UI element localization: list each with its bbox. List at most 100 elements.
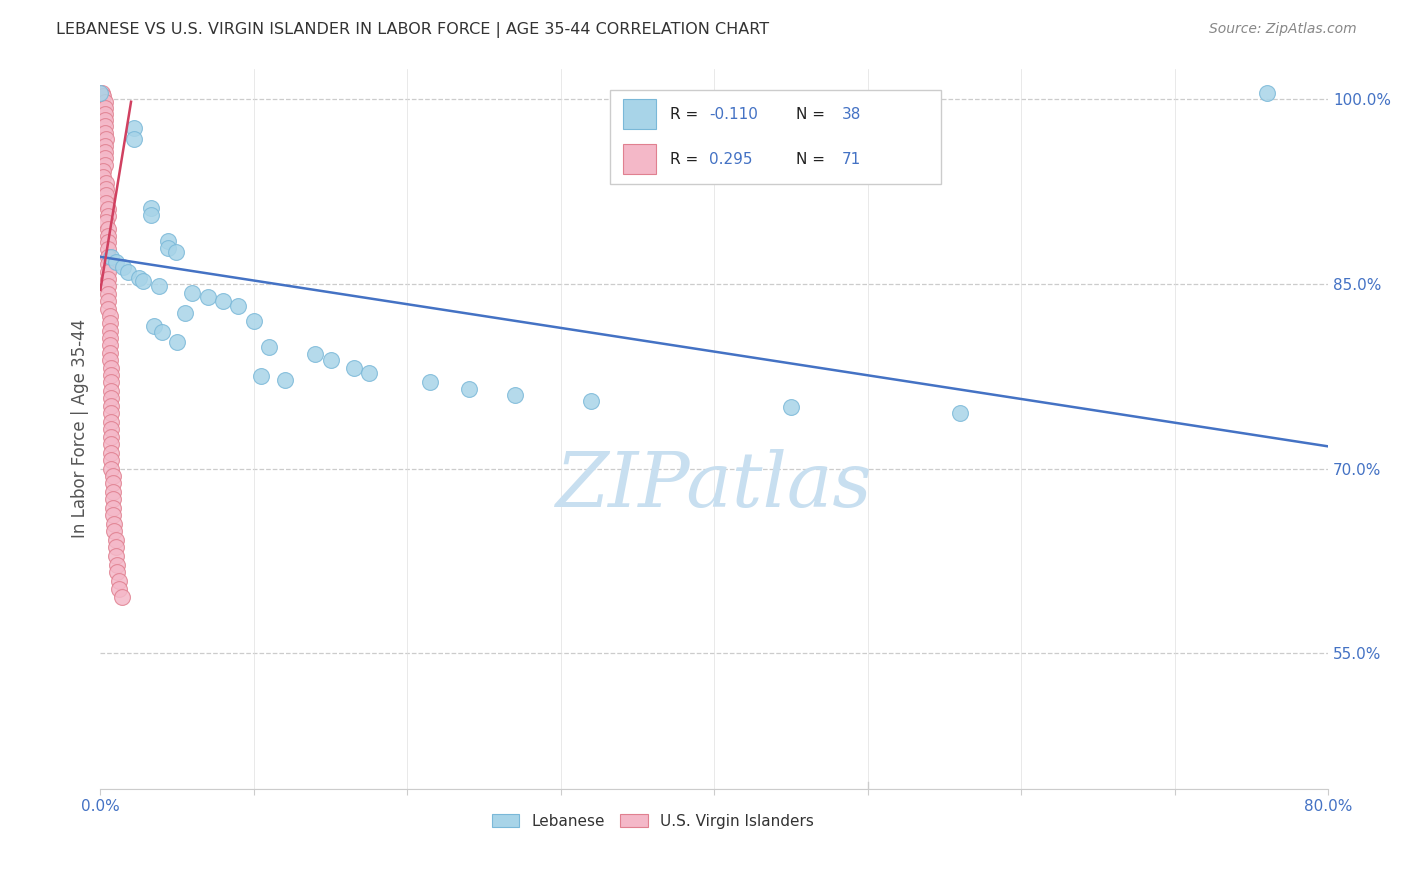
Point	[780, 400, 803, 414]
Point	[98, 316, 121, 330]
Point	[104, 549, 127, 563]
Point	[173, 306, 195, 320]
Point	[112, 260, 135, 274]
Point	[100, 376, 122, 390]
Point	[98, 331, 121, 345]
Point	[94, 101, 117, 115]
Point	[97, 294, 120, 309]
Point	[94, 107, 117, 121]
Point	[103, 516, 125, 531]
Point	[97, 279, 120, 293]
Point	[122, 120, 145, 135]
Point	[104, 541, 127, 555]
Point	[107, 574, 129, 588]
Point	[150, 325, 173, 339]
Point	[100, 406, 122, 420]
Point	[101, 508, 124, 523]
Point	[93, 163, 115, 178]
Point	[243, 314, 266, 328]
Text: LEBANESE VS U.S. VIRGIN ISLANDER IN LABOR FORCE | AGE 35-44 CORRELATION CHART: LEBANESE VS U.S. VIRGIN ISLANDER IN LABO…	[56, 22, 769, 38]
Point	[97, 228, 120, 243]
Legend: Lebanese, U.S. Virgin Islanders: Lebanese, U.S. Virgin Islanders	[485, 807, 820, 835]
Point	[98, 324, 121, 338]
Point	[97, 286, 120, 301]
Point	[132, 275, 155, 289]
Point	[97, 264, 120, 278]
Point	[101, 492, 124, 507]
Point	[181, 285, 204, 300]
Point	[90, 86, 112, 100]
Point	[97, 221, 120, 235]
Point	[165, 244, 187, 259]
Point	[212, 294, 235, 309]
Point	[94, 157, 117, 171]
Point	[100, 453, 122, 467]
Point	[98, 346, 121, 360]
Point	[111, 590, 134, 604]
Point	[166, 334, 188, 349]
Point	[304, 347, 326, 361]
Point	[94, 120, 117, 134]
Point	[94, 95, 117, 109]
Point	[94, 152, 117, 166]
Point	[105, 565, 128, 579]
Point	[89, 86, 111, 100]
Point	[273, 373, 295, 387]
Point	[228, 299, 250, 313]
Point	[98, 353, 121, 368]
Point	[103, 524, 125, 539]
Point	[100, 437, 122, 451]
Point	[94, 126, 117, 140]
Point	[148, 279, 170, 293]
Point	[101, 469, 124, 483]
Point	[97, 257, 120, 271]
Point	[100, 392, 122, 406]
Point	[156, 241, 179, 255]
Point	[96, 176, 118, 190]
Point	[96, 195, 118, 210]
Point	[96, 182, 118, 196]
Point	[100, 399, 122, 413]
Point	[96, 188, 118, 202]
Point	[100, 384, 122, 398]
Point	[97, 301, 120, 316]
Point	[104, 254, 127, 268]
Point	[503, 387, 526, 401]
Point	[94, 145, 117, 160]
Point	[419, 376, 441, 390]
Point	[105, 558, 128, 572]
Point	[250, 369, 273, 384]
Point	[257, 340, 280, 354]
Point	[100, 422, 122, 436]
Point	[100, 415, 122, 429]
Point	[104, 533, 127, 547]
Point	[100, 461, 122, 475]
Point	[96, 131, 118, 145]
Point	[143, 318, 166, 333]
Point	[122, 131, 145, 145]
Point	[117, 264, 139, 278]
Point	[96, 215, 118, 229]
Point	[97, 235, 120, 249]
Point	[93, 88, 115, 103]
Y-axis label: In Labor Force | Age 35-44: In Labor Force | Age 35-44	[72, 319, 89, 538]
Point	[581, 393, 603, 408]
Point	[97, 250, 120, 264]
Point	[100, 429, 122, 443]
Point	[319, 353, 342, 368]
Point	[97, 202, 120, 216]
Point	[100, 368, 122, 382]
Point	[107, 582, 129, 596]
Point	[94, 113, 117, 128]
Point	[457, 382, 479, 396]
Point	[139, 208, 162, 222]
Point	[139, 201, 162, 215]
Point	[97, 272, 120, 286]
Point	[197, 290, 219, 304]
Point	[97, 243, 120, 257]
Point	[100, 250, 122, 264]
Point	[949, 406, 972, 420]
Point	[98, 309, 121, 323]
Text: Source: ZipAtlas.com: Source: ZipAtlas.com	[1209, 22, 1357, 37]
Text: ZIPatlas: ZIPatlas	[555, 450, 873, 523]
